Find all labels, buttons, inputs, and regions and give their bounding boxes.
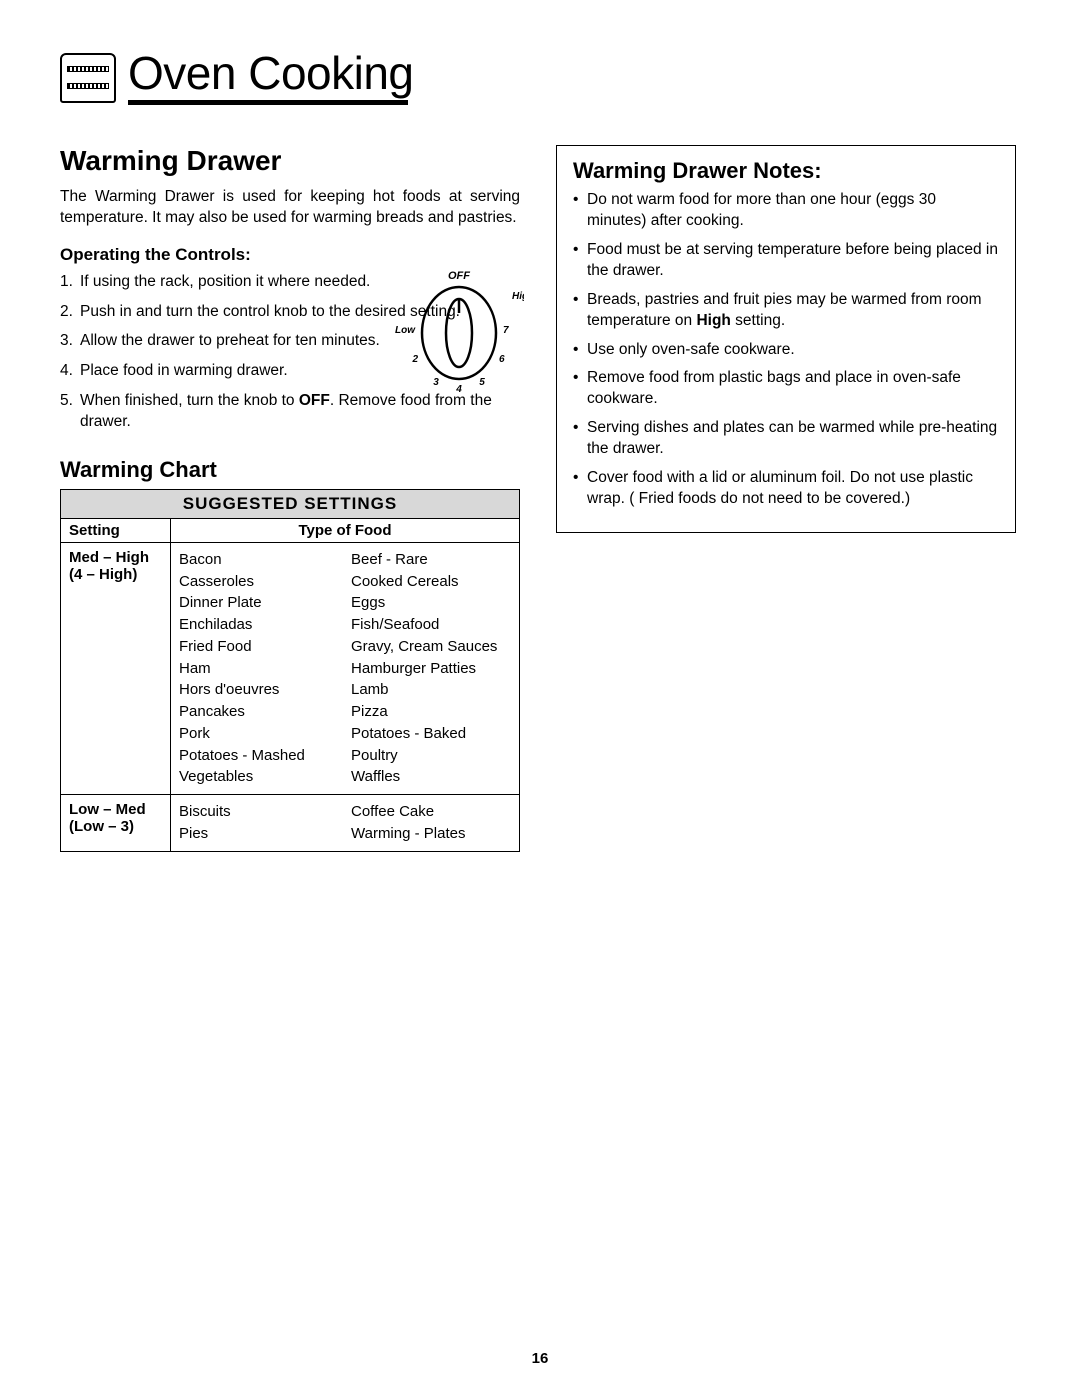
knob-dial-icon: OFF High 7 6 5 4 3 2 Low xyxy=(394,265,524,395)
col-food: Type of Food xyxy=(171,518,520,542)
note-item: Cover food with a lid or aluminum foil. … xyxy=(573,468,999,510)
food-col-a: BiscuitsPies xyxy=(179,801,339,845)
svg-text:7: 7 xyxy=(503,325,509,336)
section-heading: Warming Drawer xyxy=(60,145,520,177)
note-item: Use only oven-safe cookware. xyxy=(573,340,999,361)
notes-box: Warming Drawer Notes: Do not warm food f… xyxy=(556,145,1016,533)
food-cell: BaconCasserolesDinner PlateEnchiladasFri… xyxy=(171,542,520,794)
page-header: Oven Cooking xyxy=(60,50,1020,105)
note-item: Remove food from plastic bags and place … xyxy=(573,368,999,410)
col-setting: Setting xyxy=(61,518,171,542)
svg-text:5: 5 xyxy=(479,377,485,388)
page-number: 16 xyxy=(0,1350,1080,1367)
right-column: Warming Drawer Notes: Do not warm food f… xyxy=(556,145,1016,852)
chart-heading: Warming Chart xyxy=(60,457,520,483)
note-item: Do not warm food for more than one hour … xyxy=(573,190,999,232)
food-cell: BiscuitsPies Coffee CakeWarming - Plates xyxy=(171,795,520,852)
setting-cell: Med – High(4 – High) xyxy=(61,542,171,794)
food-col-b: Beef - RareCooked CerealsEggsFish/Seafoo… xyxy=(351,549,511,788)
svg-text:6: 6 xyxy=(499,354,505,365)
controls-block: If using the rack, position it where nee… xyxy=(60,271,520,433)
notes-list: Do not warm food for more than one hour … xyxy=(573,190,999,510)
setting-cell: Low – Med(Low – 3) xyxy=(61,795,171,852)
suggested-settings-table: SUGGESTED SETTINGS Setting Type of Food … xyxy=(60,489,520,852)
svg-text:2: 2 xyxy=(411,354,418,365)
step-item: When finished, turn the knob to OFF. Rem… xyxy=(60,390,520,433)
svg-text:Low: Low xyxy=(395,325,416,336)
table-row: Low – Med(Low – 3)BiscuitsPies Coffee Cak… xyxy=(61,795,520,852)
note-item: Serving dishes and plates can be warmed … xyxy=(573,418,999,460)
svg-text:3: 3 xyxy=(433,377,439,388)
title-block: Oven Cooking xyxy=(128,50,414,105)
page-title: Oven Cooking xyxy=(128,50,414,96)
svg-text:4: 4 xyxy=(455,384,462,395)
title-underline xyxy=(128,100,408,105)
intro-paragraph: The Warming Drawer is used for keeping h… xyxy=(60,187,520,229)
note-item: Food must be at serving temperature befo… xyxy=(573,240,999,282)
oven-icon xyxy=(60,53,116,103)
note-item: Breads, pastries and fruit pies may be w… xyxy=(573,290,999,332)
svg-text:High: High xyxy=(512,291,524,302)
controls-heading: Operating the Controls: xyxy=(60,245,520,265)
svg-text:OFF: OFF xyxy=(448,270,470,282)
food-col-b: Coffee CakeWarming - Plates xyxy=(351,801,511,845)
left-column: Warming Drawer The Warming Drawer is use… xyxy=(60,145,520,852)
notes-heading: Warming Drawer Notes: xyxy=(573,158,999,184)
table-title: SUGGESTED SETTINGS xyxy=(61,489,520,518)
table-row: Med – High(4 – High)BaconCasserolesDinne… xyxy=(61,542,520,794)
food-col-a: BaconCasserolesDinner PlateEnchiladasFri… xyxy=(179,549,339,788)
